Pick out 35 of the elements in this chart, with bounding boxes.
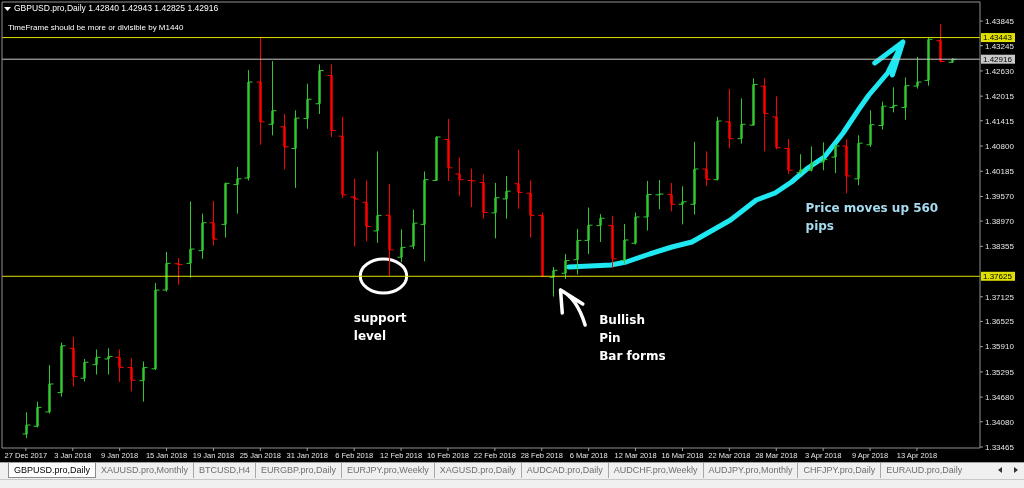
y-tick-label: 1.41415	[985, 116, 1015, 126]
y-tick-label: 1.33465	[985, 442, 1015, 452]
annotation: Bullish Pin Bar forms	[599, 312, 666, 365]
y-tick-label: 1.35910	[985, 342, 1015, 352]
annotation: Price moves up 560 pips	[805, 200, 939, 235]
y-tick-label: 1.39570	[985, 192, 1015, 202]
text: AUDJPY.pro,Monthly	[702, 463, 798, 478]
text: XAUUSD.pro,Monthly	[100, 464, 190, 477]
y-tick-label: 1.34080	[985, 417, 1015, 427]
y-tick-label: 1.34680	[985, 392, 1015, 402]
text: EURJPY.pro,Weekly	[340, 463, 434, 478]
y-tick-label: 1.38970	[985, 216, 1015, 226]
chart-title: GBPUSD.pro,Daily 1.42840 1.42943 1.42825 1.42916	[14, 3, 219, 14]
text: AUDCHF.pro,Weekly	[607, 463, 703, 478]
text: EURGBP.pro,Daily	[255, 463, 341, 478]
y-tick-label: 1.37125	[985, 292, 1015, 302]
text: XAGUSD.pro,Daily	[433, 463, 521, 478]
y-tick-label: 1.36525	[985, 317, 1015, 327]
text: AUDCAD.pro,Daily	[520, 463, 608, 478]
y-tick-label: 1.43245	[985, 41, 1015, 51]
annotation: support level	[353, 310, 407, 345]
ref-line-label: 1.43443	[983, 33, 1013, 43]
text: TimeFrame should be more or divisible by M1440	[8, 22, 184, 33]
y-tick-label: 1.42630	[985, 66, 1015, 76]
y-tick-label: 1.40185	[985, 167, 1015, 177]
y-tick-label: 1.43845	[985, 16, 1015, 26]
ref-line-label: 1.42916	[983, 55, 1013, 64]
text: EURAUD.pro,Daily	[880, 463, 968, 478]
y-tick-label: 1.40800	[985, 141, 1015, 151]
y-tick-label: 1.38355	[985, 242, 1015, 252]
text: CHFJPY.pro,Daily	[797, 463, 881, 478]
y-tick-label: 1.42015	[985, 92, 1015, 101]
text: BTCUSD,H4	[193, 463, 256, 478]
ref-line-label: 1.37625	[983, 272, 1013, 282]
y-tick-label: 1.35295	[985, 367, 1015, 377]
